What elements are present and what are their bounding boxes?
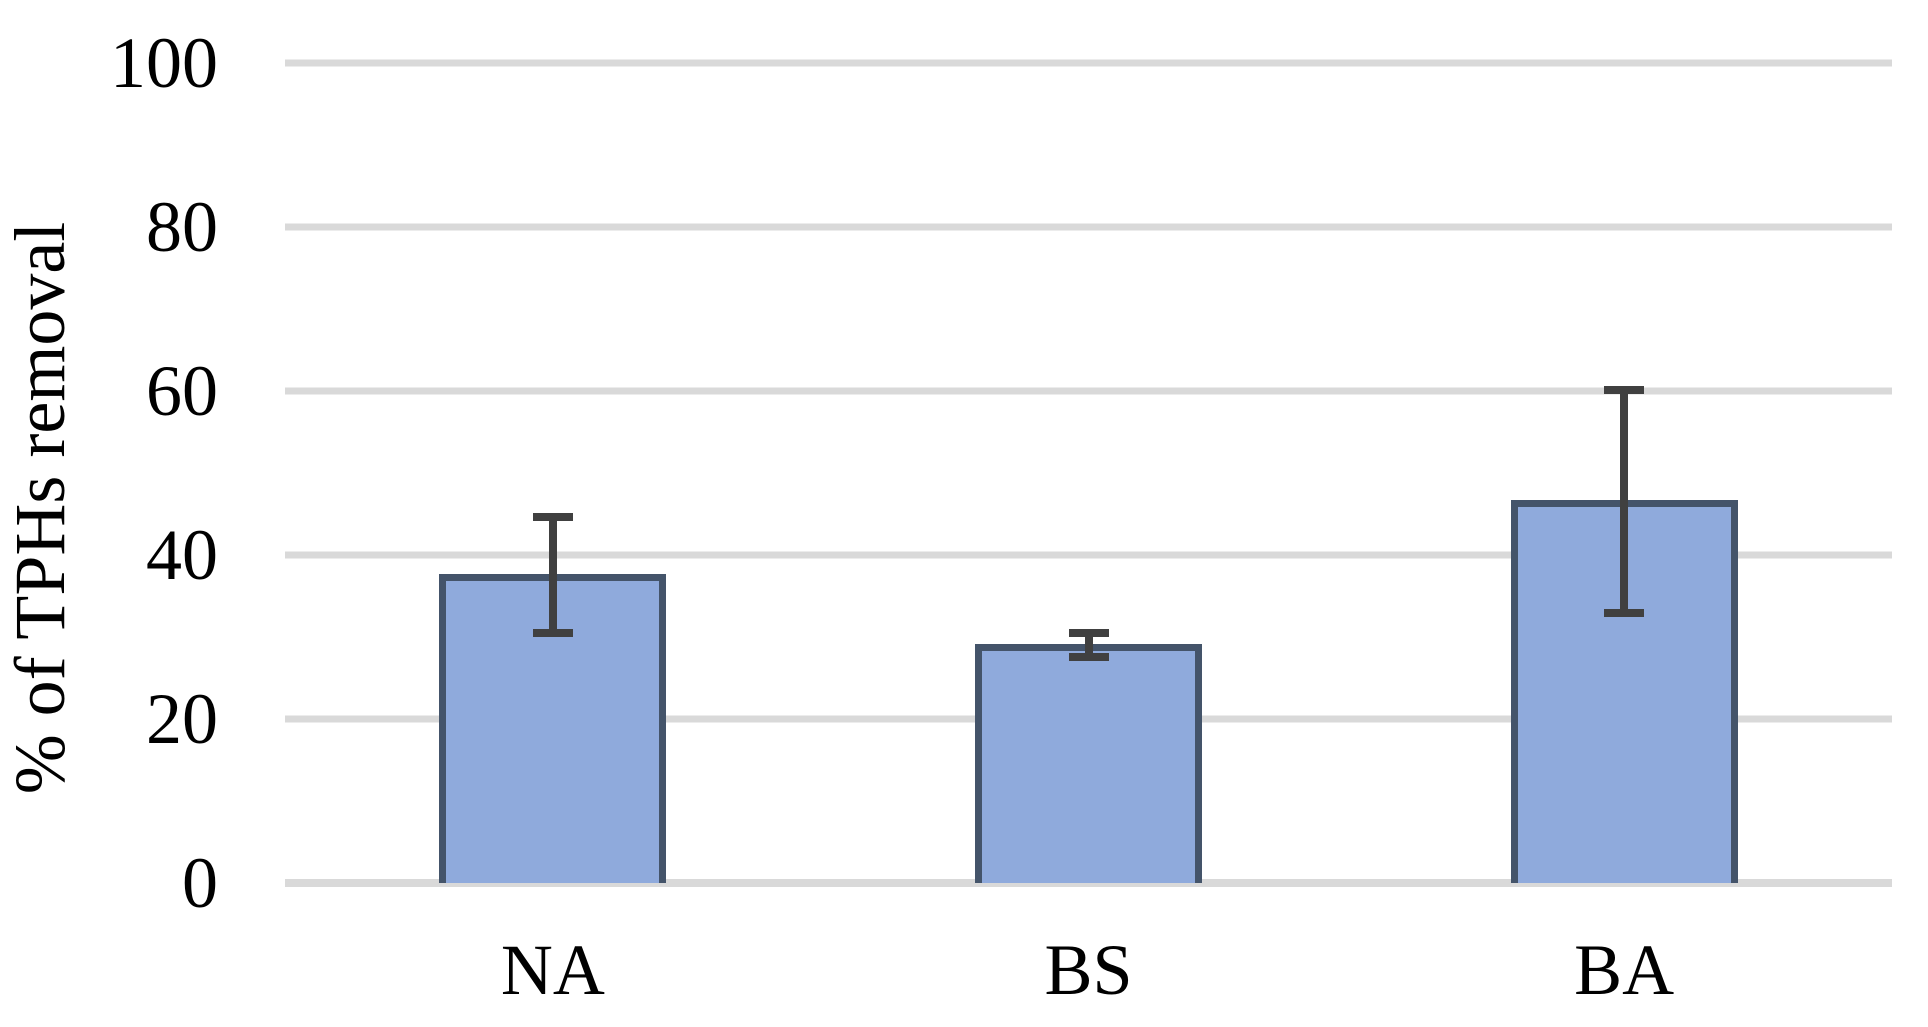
gridline-80 bbox=[285, 223, 1892, 231]
x-axis-baseline bbox=[285, 879, 1892, 887]
error-bar-line bbox=[548, 513, 557, 637]
error-bar-bottom-cap bbox=[1068, 652, 1109, 661]
error-bar-BA bbox=[1604, 386, 1645, 618]
error-bar-line bbox=[1084, 628, 1093, 661]
bar-BS bbox=[975, 643, 1202, 883]
error-bar-line bbox=[1620, 386, 1629, 618]
y-tick-label-100: 100 bbox=[110, 23, 218, 103]
y-tick-label-80: 80 bbox=[146, 187, 218, 267]
error-bar-bottom-cap bbox=[1604, 609, 1645, 618]
x-category-label-NA: NA bbox=[500, 930, 605, 1010]
error-bar-top-cap bbox=[1068, 628, 1109, 637]
plot-area bbox=[285, 59, 1892, 887]
error-bar-NA bbox=[532, 513, 573, 637]
error-bar-BS bbox=[1068, 628, 1109, 661]
gridline-40 bbox=[285, 551, 1892, 559]
y-tick-label-60: 60 bbox=[146, 351, 218, 431]
y-tick-label-20: 20 bbox=[146, 679, 218, 759]
gridline-60 bbox=[285, 387, 1892, 395]
y-tick-label-40: 40 bbox=[146, 515, 218, 595]
error-bar-bottom-cap bbox=[532, 628, 573, 637]
gridline-100 bbox=[285, 59, 1892, 67]
error-bar-top-cap bbox=[1604, 386, 1645, 395]
x-category-label-BA: BA bbox=[1574, 930, 1675, 1010]
y-tick-label-0: 0 bbox=[182, 843, 218, 923]
x-category-label-BS: BS bbox=[1044, 930, 1133, 1010]
error-bar-top-cap bbox=[532, 513, 573, 522]
